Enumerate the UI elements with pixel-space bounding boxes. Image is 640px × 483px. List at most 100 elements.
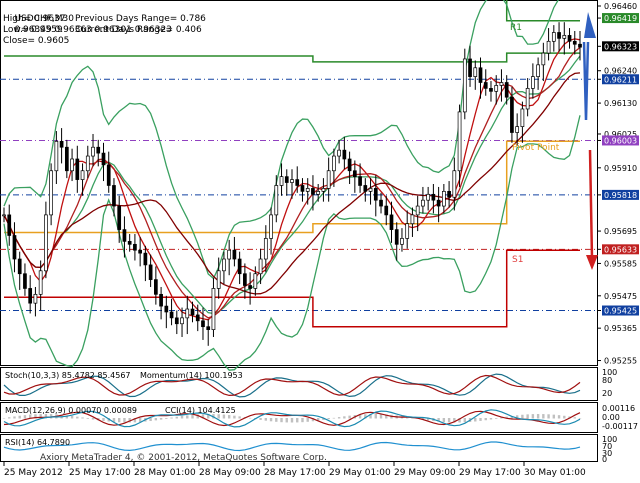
time-tick-label: 28 May 17:00: [264, 468, 326, 478]
time-tick-label: 28 May 09:00: [199, 468, 261, 478]
macd-histogram-bar: [327, 418, 330, 420]
close-value: Close= 0.9605: [3, 36, 70, 46]
time-scale[interactable]: 25 May 2012 25 May 17:00 28 May 01:00 28 Ma…: [3, 462, 586, 478]
macd-histogram-bar: [23, 415, 27, 419]
candle-body: [394, 229, 399, 245]
candle-body: [258, 258, 263, 275]
time-tick-label: 28 May 01:00: [134, 468, 196, 478]
macd-histogram-bar: [332, 417, 336, 419]
candle-body: [436, 199, 441, 207]
price-tick-label: 0.95585: [604, 259, 637, 268]
macd-histogram-bar: [301, 418, 304, 423]
macd-histogram-bar: [453, 418, 456, 423]
candle-body: [316, 191, 321, 195]
macd-histogram-bar: [191, 414, 194, 419]
candle-body: [12, 235, 17, 260]
time-tick-label: 29 May 09:00: [394, 468, 456, 478]
bollinger-upper: [3, 0, 559, 280]
candle-body: [85, 155, 90, 172]
macd-histogram-bar: [348, 415, 351, 419]
price-tick-label: 0.95818: [604, 191, 637, 200]
candle-body: [33, 293, 38, 304]
candle-body: [541, 52, 546, 66]
current-days-range: Current Days Range= 0.406: [75, 25, 202, 35]
candle-body: [96, 146, 101, 154]
rsi-scale-30: 30: [602, 449, 612, 458]
price-tick-label: 0.95365: [604, 324, 637, 333]
price-candles: [2, 22, 582, 346]
time-tick-label: 25 May 2012: [4, 468, 63, 478]
macd-histogram-bar: [8, 417, 11, 419]
blue-arrow-up-icon: [584, 12, 596, 38]
candle-body: [405, 223, 410, 239]
candle-body: [174, 317, 179, 325]
candle-body: [180, 317, 184, 325]
macd-histogram-bar: [264, 418, 268, 421]
macd-histogram-bar: [343, 416, 346, 419]
stoch-scale-100: 100: [602, 368, 617, 377]
candle-body: [138, 249, 142, 254]
candle-body: [447, 191, 451, 198]
candle-body: [201, 320, 205, 328]
candle-body: [462, 58, 467, 113]
candle-body: [384, 205, 389, 216]
watermark: Axiory MetaTrader 4, © 2001-2012, MetaQu…: [40, 453, 327, 463]
macd-histogram-bar: [296, 418, 299, 423]
cci-line: [3, 409, 581, 428]
candle-body: [143, 252, 148, 266]
macd-histogram-bar: [133, 418, 137, 423]
candle-body: [54, 140, 59, 172]
candle-body: [91, 146, 95, 157]
macd-histogram-bar: [76, 416, 79, 419]
candle-body: [70, 158, 74, 172]
macd-histogram-bar: [306, 418, 309, 422]
macd-histogram-bar: [259, 418, 262, 420]
candle-body: [400, 238, 404, 245]
macd-histogram-bar: [557, 415, 561, 419]
price-highlight-box: [602, 13, 639, 24]
candle-body: [38, 270, 43, 295]
candle-body: [7, 214, 12, 236]
macd-histogram-bar: [552, 414, 556, 419]
macd-histogram-bar: [495, 418, 498, 419]
high-value: High= 0.9637: [3, 14, 66, 24]
price-tick-label: 0.96003: [604, 136, 637, 145]
candle-body: [64, 146, 69, 172]
candle-body: [290, 179, 294, 183]
macd-histogram-bar: [489, 418, 493, 420]
s1-line: [4, 249, 580, 328]
previous-days-range: Previous Days Range= 0.786: [75, 14, 206, 24]
macd-histogram-bar: [369, 414, 372, 419]
forecast-arrows: [582, 12, 598, 270]
macd-histogram-bar: [542, 414, 545, 419]
macd-histogram-bar: [316, 418, 320, 421]
time-tick-label: 30 May 01:00: [524, 468, 586, 478]
candle-body: [159, 293, 163, 307]
candle-body: [326, 170, 331, 189]
candle-body: [154, 279, 158, 295]
candle-body: [222, 258, 226, 272]
macd-histogram-bar: [81, 417, 84, 419]
time-tick-label: 29 May 01:00: [329, 468, 391, 478]
price-tick-label: 0.96323: [604, 42, 637, 51]
ma-medium: [3, 46, 581, 319]
macd-histogram-bar: [217, 414, 220, 419]
macd-histogram-bar: [531, 414, 535, 419]
candle-body: [551, 32, 556, 42]
bollinger-mid: [3, 55, 581, 315]
macd-histogram-bar: [39, 414, 42, 419]
candle-body: [525, 88, 530, 110]
price-tick-label: 0.96460: [604, 2, 637, 11]
candle-body: [253, 273, 258, 289]
macd-histogram-bar: [426, 418, 430, 421]
macd-histogram-bar: [421, 418, 425, 420]
candle-body: [148, 264, 153, 280]
macd-histogram-bar: [86, 418, 89, 419]
label-r1: R1: [510, 23, 522, 33]
macd-histogram-bar: [364, 414, 367, 419]
candle-body: [248, 285, 252, 289]
stoch-signal-line: [3, 374, 581, 397]
